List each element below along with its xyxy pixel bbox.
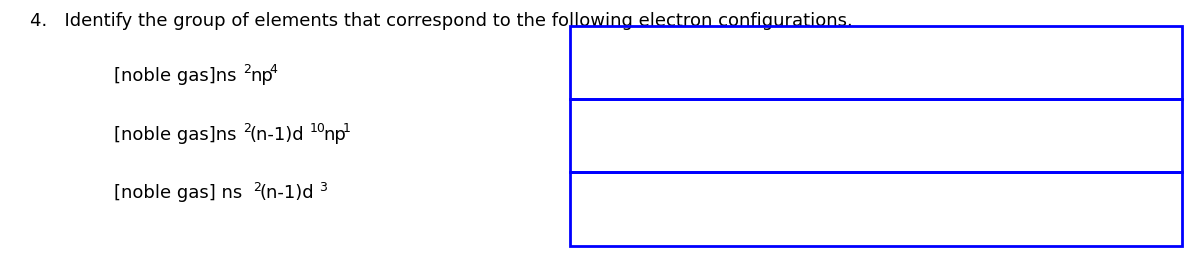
Text: 2: 2 <box>244 122 251 135</box>
Text: (n-1)d: (n-1)d <box>250 125 305 144</box>
Text: [noble gas] ns: [noble gas] ns <box>114 184 242 202</box>
Text: [noble gas]ns: [noble gas]ns <box>114 125 236 144</box>
Text: [noble gas]ns: [noble gas]ns <box>114 67 236 85</box>
Text: 2: 2 <box>244 63 251 77</box>
Text: 10: 10 <box>310 122 325 135</box>
Text: np: np <box>323 125 346 144</box>
Text: 4: 4 <box>270 63 277 77</box>
Text: 2: 2 <box>253 181 260 194</box>
Text: 4.   Identify the group of elements that correspond to the following electron co: 4. Identify the group of elements that c… <box>30 12 853 29</box>
Text: 3: 3 <box>319 181 328 194</box>
Text: 1: 1 <box>343 122 352 135</box>
Text: (n-1)d: (n-1)d <box>260 184 314 202</box>
Text: np: np <box>250 67 272 85</box>
